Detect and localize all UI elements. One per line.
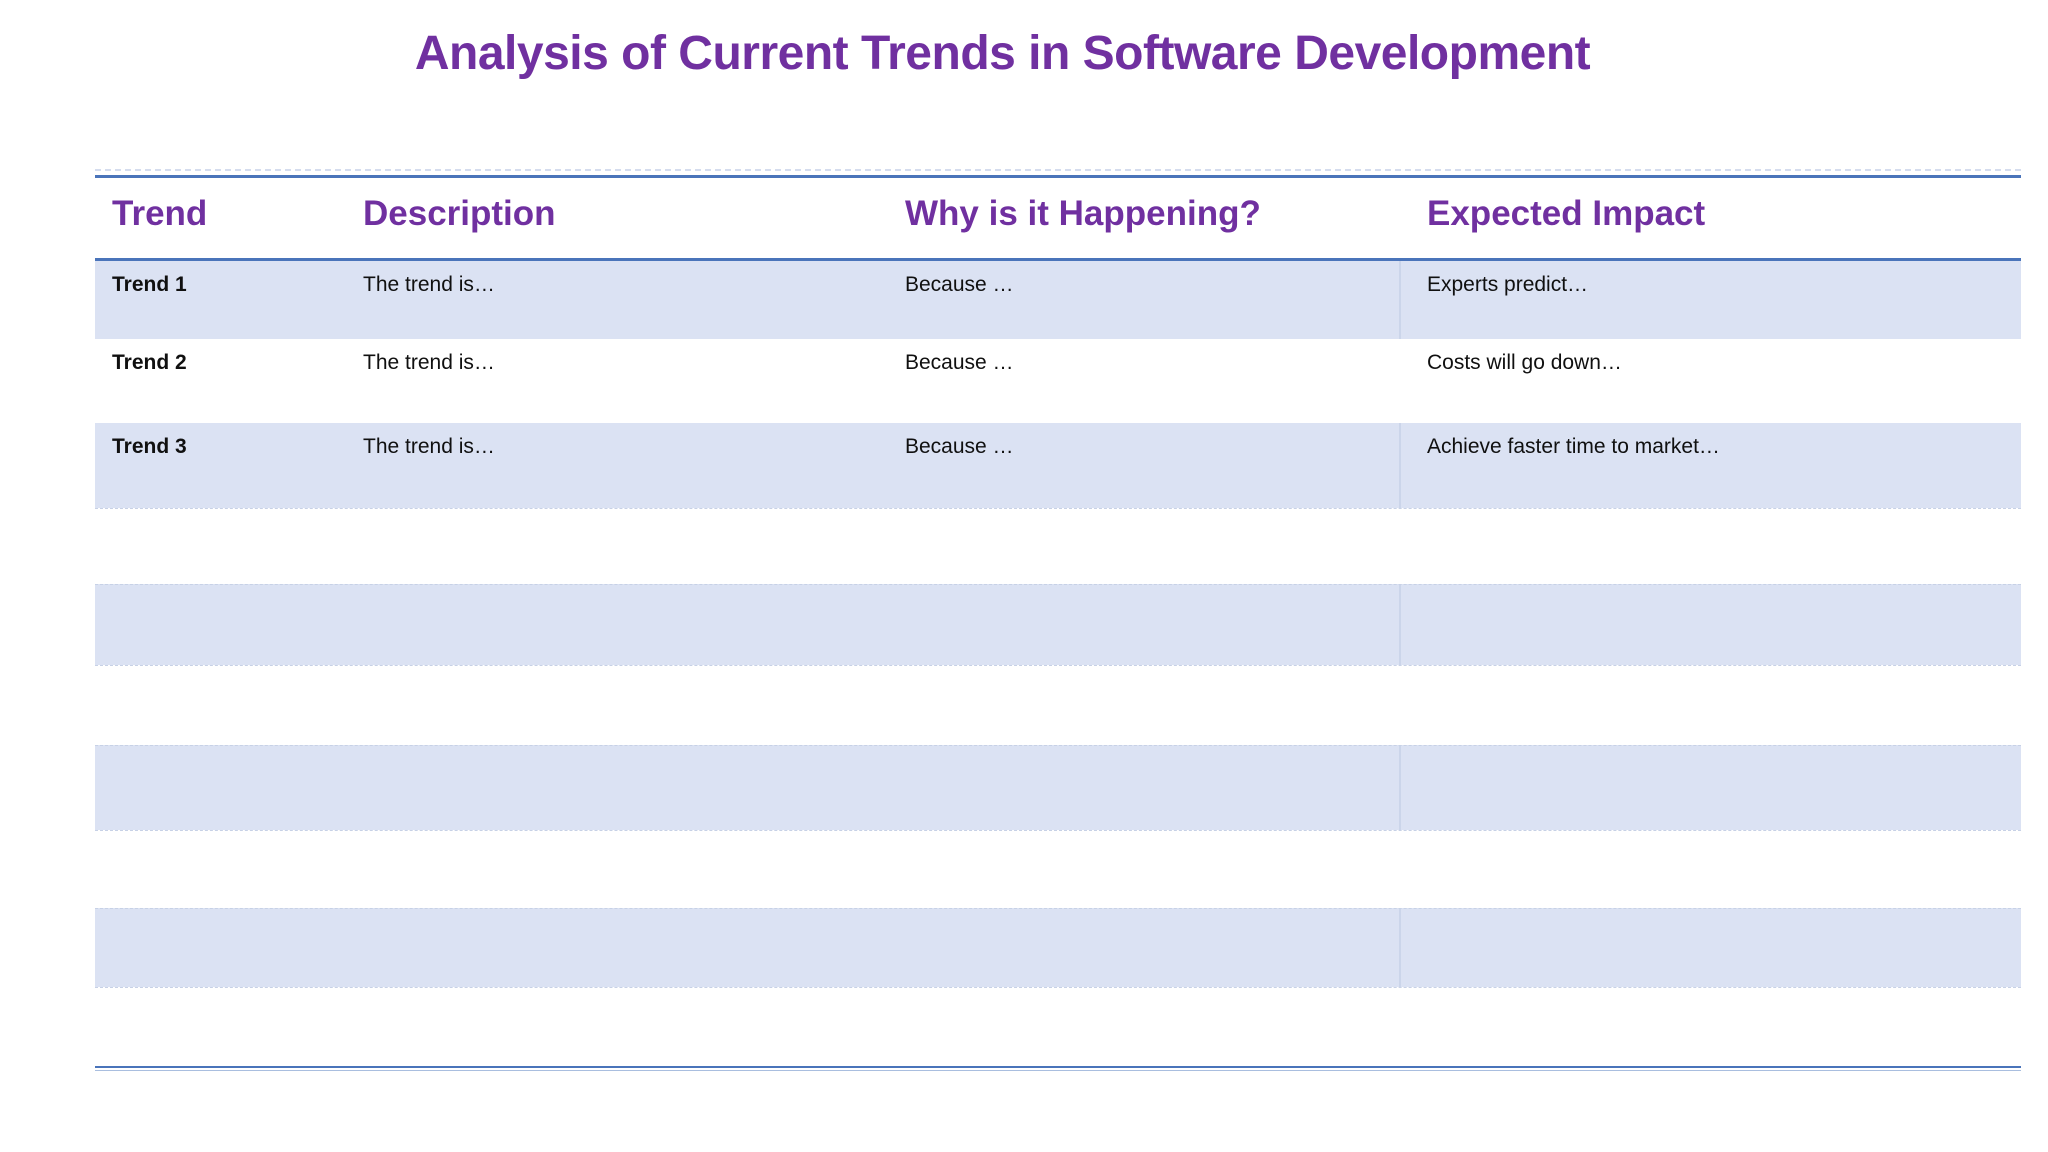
cell-empty bbox=[1399, 509, 2021, 584]
cell-empty bbox=[348, 585, 890, 665]
cell-empty bbox=[1399, 988, 2021, 1066]
table-row-empty bbox=[95, 665, 2021, 745]
cell-empty bbox=[890, 585, 1399, 665]
cell-empty bbox=[95, 509, 348, 584]
table-row-empty bbox=[95, 745, 2021, 830]
cell-description: The trend is… bbox=[363, 273, 495, 296]
table-row: Trend 3 The trend is… Because … Achieve … bbox=[95, 423, 2021, 508]
column-header-trend: Trend bbox=[112, 194, 208, 233]
cell-empty bbox=[95, 909, 348, 987]
table-row-empty bbox=[95, 584, 2021, 665]
cell-empty bbox=[95, 746, 348, 830]
cell-empty bbox=[348, 746, 890, 830]
cell-empty bbox=[1399, 585, 2021, 665]
table-row-empty bbox=[95, 987, 2021, 1066]
cell-empty bbox=[890, 509, 1399, 584]
cell-impact: Achieve faster time to market… bbox=[1399, 423, 2021, 508]
cell-impact: Experts predict… bbox=[1399, 261, 2021, 339]
cell-empty bbox=[1399, 909, 2021, 987]
cell-empty bbox=[890, 909, 1399, 987]
cell-impact: Costs will go down… bbox=[1427, 351, 1622, 374]
cell-trend: Trend 1 bbox=[112, 273, 187, 296]
table-row-empty bbox=[95, 830, 2021, 908]
page-title: Analysis of Current Trends in Software D… bbox=[414, 27, 1591, 80]
dashed-gridline-top bbox=[95, 169, 2021, 171]
cell-empty bbox=[95, 988, 348, 1066]
cell-empty bbox=[890, 831, 1399, 908]
cell-empty bbox=[890, 666, 1399, 745]
cell-empty bbox=[95, 585, 348, 665]
table-row-empty bbox=[95, 508, 2021, 584]
cell-empty bbox=[890, 746, 1399, 830]
cell-empty bbox=[1399, 831, 2021, 908]
cell-description: The trend is… bbox=[363, 435, 495, 458]
cell-trend: Trend 3 bbox=[112, 435, 187, 458]
cell-empty bbox=[348, 909, 890, 987]
trends-table: Trend Description Why is it Happening? E… bbox=[95, 175, 2021, 1071]
table-row: Trend 2 The trend is… Because … Costs wi… bbox=[95, 339, 2021, 423]
table-row: Trend 1 The trend is… Because … Experts … bbox=[95, 261, 2021, 339]
cell-description: The trend is… bbox=[363, 351, 495, 374]
cell-why: Because … bbox=[905, 273, 1014, 296]
cell-empty bbox=[95, 831, 348, 908]
table-header-row: Trend Description Why is it Happening? E… bbox=[95, 178, 2021, 261]
cell-trend: Trend 2 bbox=[112, 351, 187, 374]
cell-empty bbox=[1399, 746, 2021, 830]
table-bottom-border bbox=[95, 1066, 2021, 1071]
cell-empty bbox=[348, 831, 890, 908]
table-row-empty bbox=[95, 908, 2021, 987]
cell-empty bbox=[890, 988, 1399, 1066]
cell-empty bbox=[348, 509, 890, 584]
cell-empty bbox=[95, 666, 348, 745]
column-header-impact: Expected Impact bbox=[1427, 194, 1706, 233]
column-header-description: Description bbox=[363, 194, 556, 233]
column-header-why: Why is it Happening? bbox=[905, 194, 1261, 233]
cell-empty bbox=[348, 988, 890, 1066]
cell-empty bbox=[348, 666, 890, 745]
cell-why: Because … bbox=[905, 435, 1014, 458]
cell-why: Because … bbox=[905, 351, 1014, 374]
cell-empty bbox=[1399, 666, 2021, 745]
